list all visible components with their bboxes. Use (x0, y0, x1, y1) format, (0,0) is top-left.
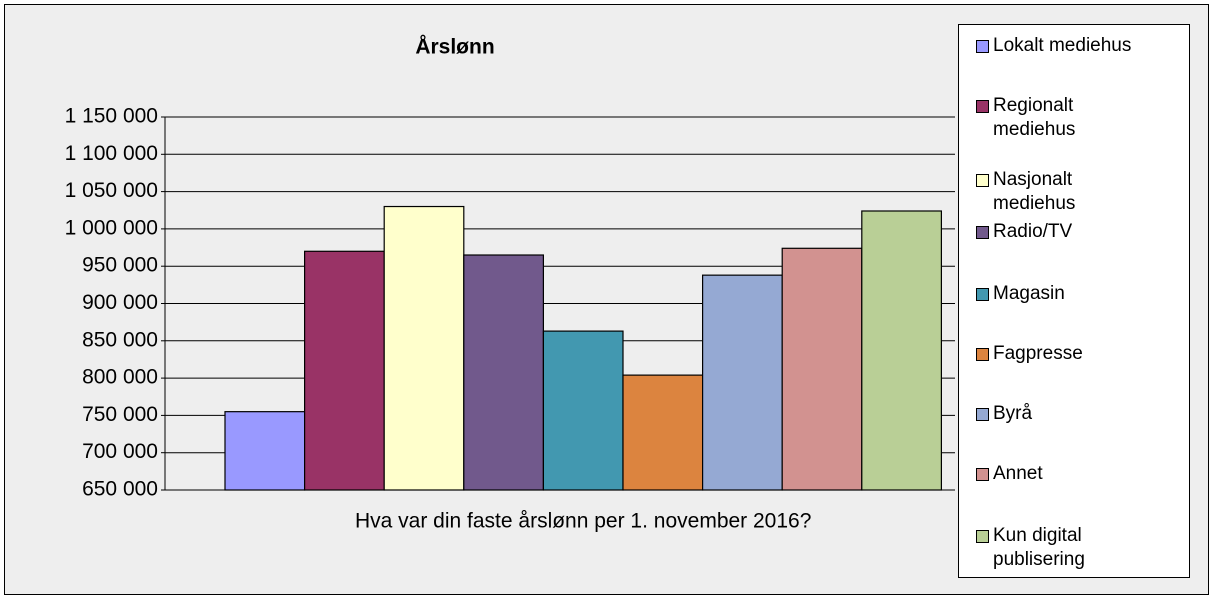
bar (701, 274, 783, 491)
legend-entry: Kun digital publisering (976, 524, 1176, 572)
legend-swatch (976, 530, 989, 543)
y-tick-label: 1 150 000 (65, 105, 158, 128)
legend-label: Nasjonalt mediehus (993, 169, 1076, 214)
legend-entry: Byrå (976, 402, 1176, 426)
legend-swatch (976, 100, 989, 113)
y-tick-label: 800 000 (82, 366, 158, 389)
y-tick-label: 1 100 000 (65, 142, 158, 165)
x-tick-label: Hva var din faste årslønn per 1. novembe… (355, 510, 811, 533)
y-tick-label: 650 000 (82, 478, 158, 501)
legend-swatch (976, 408, 989, 421)
bar (224, 411, 306, 491)
y-tick-label: 1 000 000 (65, 216, 158, 239)
legend-entry: Lokalt mediehus (976, 34, 1176, 58)
legend-swatch (976, 174, 989, 187)
legend-label: Regionalt mediehus (993, 95, 1076, 140)
bar (304, 250, 385, 491)
legend-swatch (976, 40, 989, 53)
legend: Lokalt mediehus Regionalt mediehus Nasjona… (958, 24, 1190, 578)
legend-label: Lokalt mediehus (993, 35, 1132, 56)
legend-label: Annet (993, 463, 1043, 484)
chart-title: Årslønn (415, 35, 494, 59)
legend-swatch (976, 226, 989, 239)
legend-entry: Nasjonalt mediehus (976, 168, 1176, 216)
legend-label: Kun digital publisering (993, 525, 1085, 570)
bar (781, 247, 863, 491)
bar (542, 330, 624, 491)
y-tick-label: 700 000 (82, 440, 158, 463)
legend-swatch (976, 348, 989, 361)
bar (622, 374, 704, 491)
y-tick-label: 750 000 (82, 403, 158, 426)
legend-label: Radio/TV (993, 221, 1073, 242)
legend-swatch (976, 468, 989, 481)
legend-entry: Annet (976, 462, 1176, 486)
legend-entry: Regionalt mediehus (976, 94, 1176, 142)
bar (463, 254, 544, 491)
y-tick-label: 900 000 (82, 291, 158, 314)
legend-entry: Radio/TV (976, 220, 1176, 244)
legend-label: Byrå (993, 403, 1033, 424)
bar (861, 210, 942, 491)
y-tick-label: 1 050 000 (65, 179, 158, 202)
legend-entry: Magasin (976, 282, 1176, 306)
y-tick-label: 950 000 (82, 254, 158, 277)
bar (383, 205, 465, 491)
y-tick-label: 850 000 (82, 328, 158, 351)
legend-label: Fagpresse (993, 343, 1083, 364)
legend-swatch (976, 288, 989, 301)
legend-entry: Fagpresse (976, 342, 1176, 366)
legend-label: Magasin (993, 283, 1065, 304)
